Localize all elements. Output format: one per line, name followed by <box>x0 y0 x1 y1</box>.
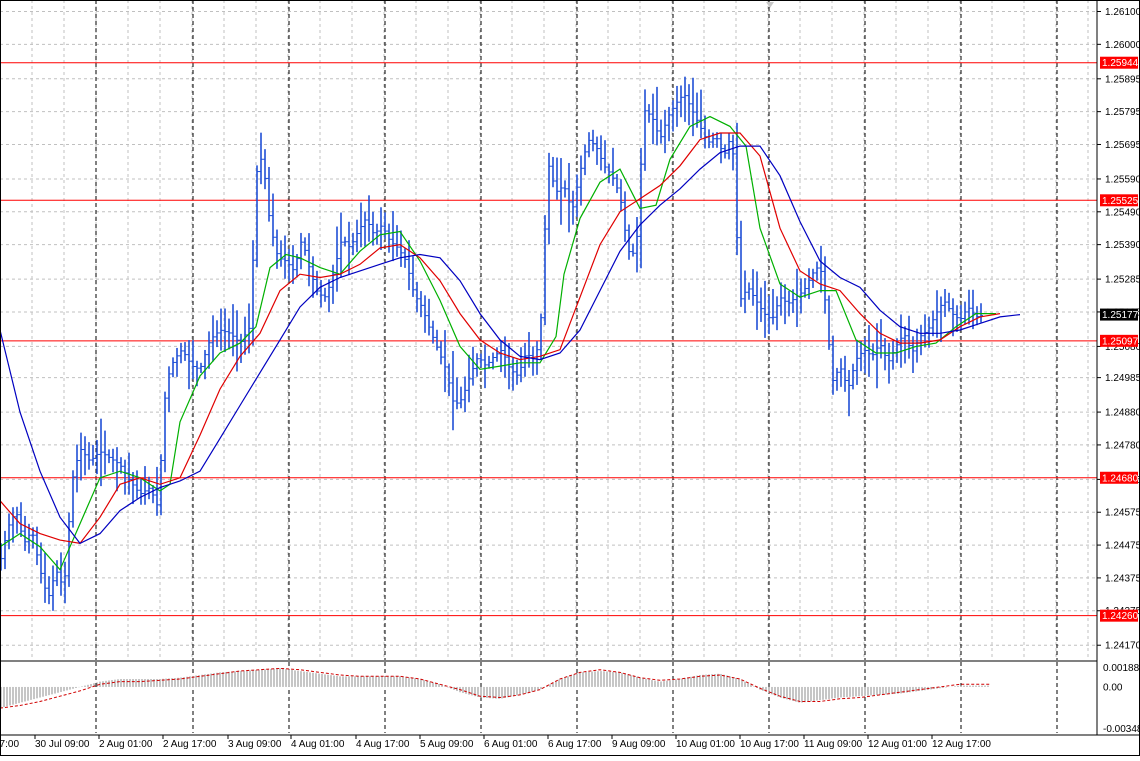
x-tick-label: 17:00 <box>0 739 19 750</box>
y-tick-label: 1.24170 <box>1105 641 1140 652</box>
level-label-box <box>1100 609 1138 622</box>
x-tick-label: 9 Aug 09:00 <box>612 739 666 750</box>
level-label: 1.24680 <box>1102 473 1139 484</box>
x-tick-label: 12 Aug 17:00 <box>932 739 991 750</box>
x-tick-label: 2 Aug 01:00 <box>99 739 153 750</box>
level-label-box <box>1100 194 1138 207</box>
scroll-marker-icon <box>766 2 774 8</box>
y-tick-label: 1.24880 <box>1105 408 1140 419</box>
y-tick-label: 1.25695 <box>1105 140 1140 151</box>
x-tick-label: 4 Aug 01:00 <box>291 739 345 750</box>
osc-tick-label: 0.00 <box>1103 682 1123 693</box>
signal-line <box>0 667 990 709</box>
current-price-box <box>1100 308 1138 321</box>
x-tick-label: 5 Aug 09:00 <box>420 739 474 750</box>
y-tick-label: 1.26100 <box>1105 7 1140 18</box>
osc-tick-label: 0.001883 <box>1103 663 1140 674</box>
moving-average-slow <box>0 145 1021 545</box>
level-label: 1.25525 <box>1102 196 1139 207</box>
osc-tick-label: -0.00348 <box>1103 724 1140 735</box>
axis-labels: 1.26100 1.26000 1.25895 1.25795 1.25695 1.255… <box>0 7 1140 750</box>
y-tick-label: 1.24985 <box>1105 373 1140 384</box>
current-price-label: 1.25177 <box>1102 310 1139 321</box>
level-label: 1.25944 <box>1102 58 1139 69</box>
moving-average-mid <box>0 132 1001 545</box>
y-tick-label: 1.24575 <box>1105 508 1140 519</box>
y-tick-label: 1.25285 <box>1105 275 1140 286</box>
y-tick-label: 1.25080 <box>1105 342 1140 353</box>
level-label-box <box>1100 334 1138 347</box>
moving-averages <box>0 115 1021 571</box>
x-tick-label: 3 Aug 09:00 <box>228 739 282 750</box>
y-tick-label: 1.24375 <box>1105 573 1140 584</box>
oscillator <box>0 660 1097 709</box>
x-tick-label: 11 Aug 09:00 <box>804 739 863 750</box>
x-tick-label: 10 Aug 17:00 <box>740 739 799 750</box>
level-label: 1.25097 <box>1102 336 1139 347</box>
y-tick-label: 1.25490 <box>1105 207 1140 218</box>
x-tick-label: 6 Aug 01:00 <box>484 739 538 750</box>
y-tick-label: 1.25895 <box>1105 74 1140 85</box>
level-label-box <box>1100 56 1138 69</box>
x-tick-label: 4 Aug 17:00 <box>356 739 410 750</box>
y-tick-label: 1.25590 <box>1105 174 1140 185</box>
x-tick-label: 30 Jul 09:00 <box>35 739 90 750</box>
x-tick-label: 6 Aug 17:00 <box>548 739 602 750</box>
y-tick-label: 1.25795 <box>1105 107 1140 118</box>
y-tick-label: 1.25390 <box>1105 240 1140 251</box>
y-tick-label: 1.24780 <box>1105 440 1140 451</box>
y-tick-label: 1.24475 <box>1105 541 1140 552</box>
y-tick-label: 1.26000 <box>1105 40 1140 51</box>
x-tick-label: 10 Aug 01:00 <box>676 739 735 750</box>
x-tick-label: 12 Aug 01:00 <box>868 739 927 750</box>
x-tick-label: 2 Aug 17:00 <box>163 739 217 750</box>
level-label-box <box>1100 471 1138 484</box>
level-label: 1.24260 <box>1102 611 1139 622</box>
